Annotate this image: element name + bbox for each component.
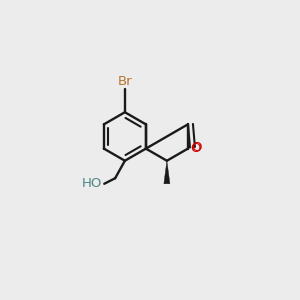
Text: O: O xyxy=(191,141,202,154)
Text: Br: Br xyxy=(118,75,132,88)
Text: HO: HO xyxy=(82,177,102,190)
Text: O: O xyxy=(190,142,200,155)
Polygon shape xyxy=(164,161,170,184)
